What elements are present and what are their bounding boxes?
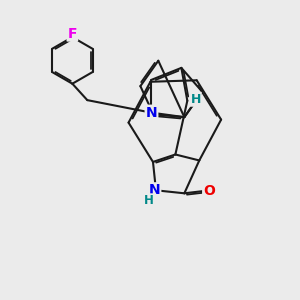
Text: H: H	[144, 194, 153, 207]
Text: O: O	[203, 184, 215, 198]
Text: N: N	[149, 183, 160, 197]
Text: N: N	[146, 106, 157, 120]
Text: F: F	[68, 26, 77, 40]
Text: H: H	[190, 93, 201, 106]
